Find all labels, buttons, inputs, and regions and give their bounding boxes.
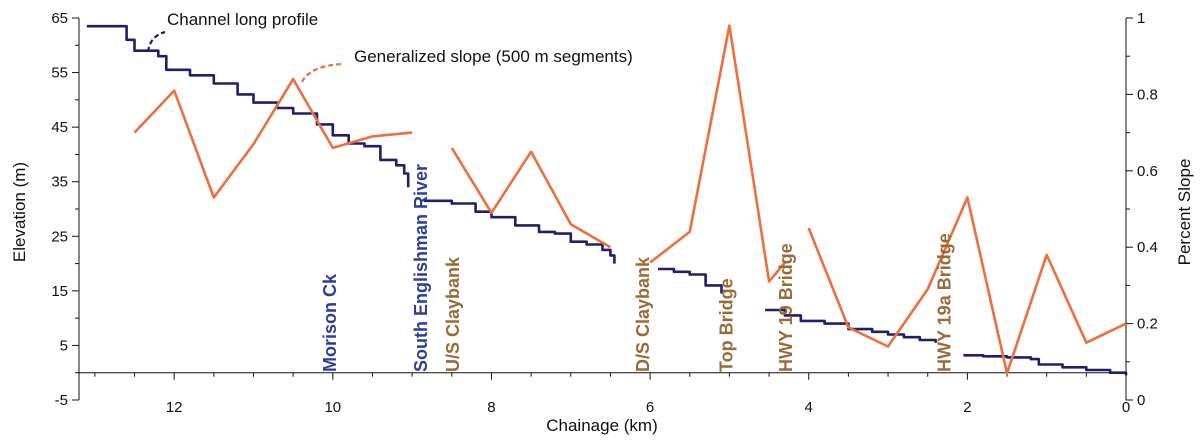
series-line-channel-profile: [424, 199, 616, 264]
legend-label: Generalized slope (500 m segments): [354, 47, 633, 66]
series-line-channel-profile: [86, 24, 410, 188]
y-tick-label: 25: [51, 228, 68, 245]
series-line-generalized-slope: [450, 147, 612, 249]
y-tick-label: 15: [51, 283, 68, 300]
annotation-label: D/S Claybank: [633, 256, 653, 372]
y-tick-label: 45: [51, 119, 68, 136]
x-tick-label: 12: [166, 399, 183, 416]
x-tick-label: 0: [1122, 399, 1130, 416]
y2-tick-label: 0.6: [1137, 163, 1158, 180]
y2-tick-label: 1: [1137, 10, 1145, 27]
annotation-label: HWY 19a Bridge: [935, 233, 955, 372]
y2-axis-label: Percent Slope: [1175, 159, 1194, 266]
series-line-channel-profile: [963, 354, 1128, 376]
annotation-label: Top Bridge: [716, 278, 736, 372]
series-line-generalized-slope: [649, 24, 786, 283]
x-tick-label: 4: [805, 399, 813, 416]
legend-label: Channel long profile: [167, 10, 318, 29]
series-line-channel-profile: [765, 308, 937, 343]
series-line-generalized-slope: [807, 196, 1127, 375]
y2-tick-label: 0: [1137, 392, 1145, 409]
y-tick-label: 55: [51, 65, 68, 82]
y2-tick-label: 0.2: [1137, 316, 1158, 333]
y-tick-label: -5: [55, 392, 68, 409]
y2-tick-label: 0.4: [1137, 239, 1158, 256]
y-axis-label: Elevation (m): [10, 162, 29, 262]
legend-leader-line: [146, 30, 166, 53]
series-line-channel-profile: [658, 267, 723, 294]
x-tick-label: 8: [487, 399, 495, 416]
y2-tick-label: 0.8: [1137, 86, 1158, 103]
y-tick-label: 5: [60, 337, 68, 354]
x-axis-label: Chainage (km): [546, 416, 658, 435]
y-tick-label: 65: [51, 10, 68, 27]
x-tick-label: 6: [646, 399, 654, 416]
annotation-label: South Englishman River: [411, 164, 431, 372]
x-tick-label: 2: [963, 399, 971, 416]
annotation-label: U/S Claybank: [443, 256, 463, 372]
legend-leader-line: [301, 62, 343, 83]
y-tick-label: 35: [51, 174, 68, 191]
annotation-label: HWY 19 Bridge: [776, 243, 796, 372]
x-tick-label: 10: [324, 399, 341, 416]
annotation-label: Morison Ck: [320, 273, 340, 372]
series-line-generalized-slope: [133, 77, 413, 199]
